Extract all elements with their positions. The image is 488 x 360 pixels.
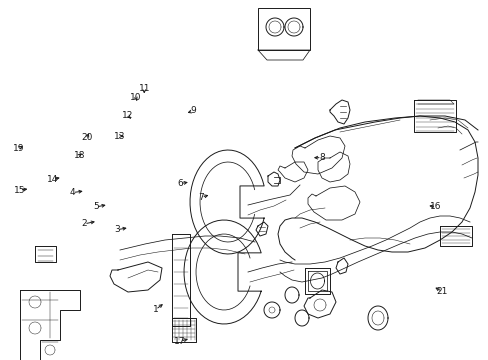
Text: 8: 8 [318,153,324,162]
Text: 5: 5 [93,202,99,211]
Text: 1: 1 [152,305,158,314]
Text: 18: 18 [73,151,85,160]
Text: 14: 14 [47,175,59,184]
Text: 19: 19 [13,144,24,153]
Text: 20: 20 [81,133,93,142]
Text: 11: 11 [138,84,150,93]
Text: 6: 6 [177,179,183,188]
Text: 4: 4 [69,188,75,197]
Text: 3: 3 [114,225,120,234]
Text: 13: 13 [113,132,125,140]
Text: 21: 21 [436,287,447,296]
Text: 7: 7 [198,193,204,202]
Text: 2: 2 [81,219,87,228]
Text: 16: 16 [429,202,441,211]
Text: 9: 9 [190,107,196,115]
Text: 12: 12 [122,112,134,120]
Text: 15: 15 [14,186,25,194]
Text: 10: 10 [130,94,142,102]
Text: 17: 17 [174,337,185,346]
